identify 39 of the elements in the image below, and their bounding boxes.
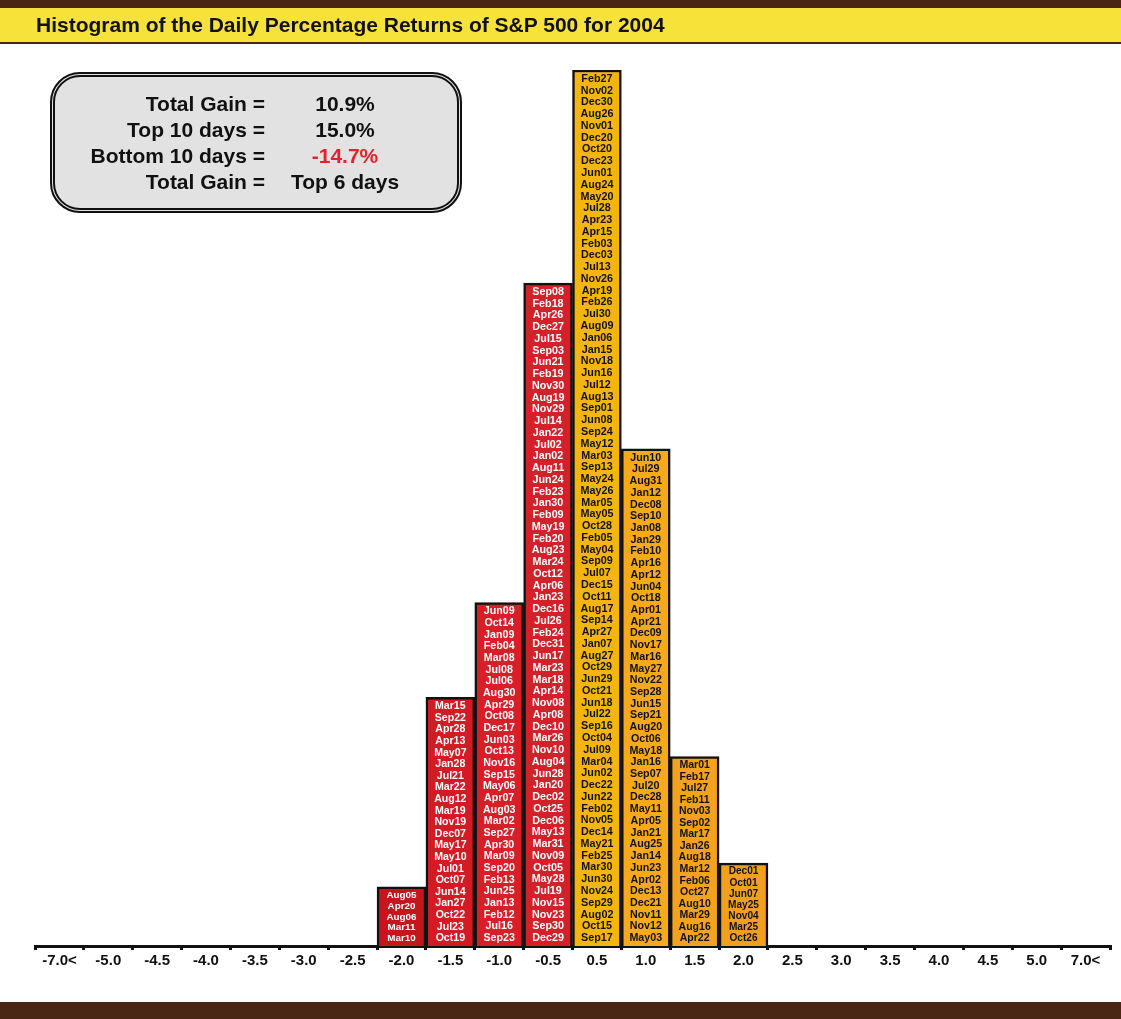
annotation: 15.0% bbox=[314, 117, 376, 142]
x-tick-label: -3.5 bbox=[241, 951, 268, 969]
annotation: Bottom 10 days = bbox=[89, 143, 265, 168]
data-label: Dec01 Oct01 Jun07 May25 Nov04 Mar25 Oct26 bbox=[728, 865, 760, 944]
x-tick-label: -1.5 bbox=[437, 951, 464, 969]
x-tick-label: -7.0< bbox=[42, 951, 77, 969]
x-tick-label: 7.0< bbox=[1070, 951, 1101, 969]
x-tick-label: -2.0 bbox=[388, 951, 415, 969]
annotation: -14.7% bbox=[310, 143, 380, 168]
annotation: Total Gain = bbox=[144, 91, 265, 116]
x-tick-label: -5.0 bbox=[95, 951, 122, 969]
text: Mar15 Sep22 Apr28 Apr13 May07 Jan28 Jul21 Mar22 Aug12 Mar19 Nov19 Dec07 May17 May10 Jul01 Oct07 Jun14 Jan27 Oct22 Jul23 Oct19 bbox=[434, 699, 467, 944]
annotation: Total Gain = bbox=[144, 169, 265, 194]
x-tick-label: 4.5 bbox=[977, 951, 999, 969]
x-tick-label: 3.0 bbox=[830, 951, 852, 969]
annotation: 10.9% bbox=[314, 91, 376, 116]
text: Mar01 Feb17 Jul27 Feb11 Nov03 Sep02 Mar17 Jan26 Aug18 Mar12 Feb06 Oct27 Aug10 Mar29 Aug16 Apr22 bbox=[678, 758, 711, 944]
x-tick-label: -4.0 bbox=[193, 951, 219, 969]
x-tick-label: -1.0 bbox=[486, 951, 513, 969]
x-tick-label: -3.0 bbox=[290, 951, 317, 969]
data-label: Aug05 Apr20 Aug06 Mar11 Mar10 bbox=[386, 888, 418, 944]
x-tick-label: 1.5 bbox=[684, 951, 706, 969]
x-tick-label: 5.0 bbox=[1026, 951, 1048, 969]
x-tick-label: -4.5 bbox=[144, 951, 171, 969]
text: Sep08 Feb18 Apr26 Dec27 Jul15 Sep03 Jun21 Feb19 Nov30 Aug19 Nov29 Jul14 Jan22 Jul02 Jan02 Aug11 Jun24 Feb23 Jan30 Feb09 May19 Feb20 Aug23 Mar24 Oct12 Apr06 Jan23 Dec16 Jul26 Feb24 Dec31 Jun17 Mar23 Mar18 Apr14 Nov08 Apr08 Dec10 Mar26 Nov10 Aug04 Jun28 Jan20 Dec02 Oct25 Dec06 May13 Mar31 Nov09 Oct05 May28 Jul19 Nov15 Nov23 Sep30 Dec29 bbox=[531, 284, 565, 944]
x-tick-label: 0.5 bbox=[586, 951, 608, 969]
annotation: Top 6 days bbox=[289, 169, 401, 194]
x-tick-label: 2.5 bbox=[781, 951, 803, 969]
text: Jun09 Oct14 Jan09 Feb04 Mar08 Jul08 Jul06 Aug30 Apr29 Oct08 Dec17 Jun03 Oct13 Nov16 Sep15 May06 Apr07 Aug03 Mar02 Sep27 Apr30 Mar09 Sep20 Feb13 Jun25 Jan13 Feb12 Jul16 Sep23 bbox=[482, 604, 516, 944]
text: Feb27 Nov02 Dec30 Aug26 Nov01 Dec20 Oct20 Dec23 Jun01 Aug24 May20 Jul28 Apr23 Apr15 Feb03 Dec03 Jul13 Nov26 Apr19 Feb26 Jul30 Aug09 Jan06 Jan15 Nov18 Jun16 Jul12 Aug13 Sep01 Jun08 Sep24 May12 Mar03 Sep13 May24 May26 Mar05 May05 Oct28 Feb05 May04 Sep09 Jul07 Dec15 Oct11 Aug17 Sep14 Apr27 Jan07 Aug27 Oct29 Jun29 Oct21 Jun18 Jul22 Sep16 Oct04 Jul09 Mar04 Jun02 Dec22 Jun22 Feb02 Nov05 Dec14 May21 Feb25 Mar30 Jun30 Nov24 Sep29 Aug02 Oct15 Sep17 bbox=[580, 71, 614, 944]
x-tick-label: 4.0 bbox=[928, 951, 950, 969]
annotation: Top 10 days = bbox=[126, 117, 265, 142]
x-tick-label: 1.0 bbox=[635, 951, 657, 969]
x-tick-label: -0.5 bbox=[535, 951, 561, 969]
x-tick-label: 3.5 bbox=[879, 951, 901, 969]
x-tick-label: 2.0 bbox=[733, 951, 754, 969]
chart-title: Histogram of the Daily Percentage Returns of S&P 500 for 2004 bbox=[0, 0, 1121, 44]
x-tick-label: -2.5 bbox=[339, 951, 366, 969]
text: Jun10 Jul29 Aug31 Jan12 Dec08 Sep10 Jan08 Jan29 Feb10 Apr16 Apr12 Jun04 Oct18 Apr01 Apr21 Dec09 Nov17 Mar16 May27 Nov22 Sep28 Jun15 Sep21 Aug20 Oct06 May18 Jan16 Sep07 Jul20 Dec28 May11 Apr05 Jan21 Aug25 Jan14 Jun23 Apr02 Dec13 Dec21 Nov11 Nov12 May03 bbox=[629, 450, 663, 944]
